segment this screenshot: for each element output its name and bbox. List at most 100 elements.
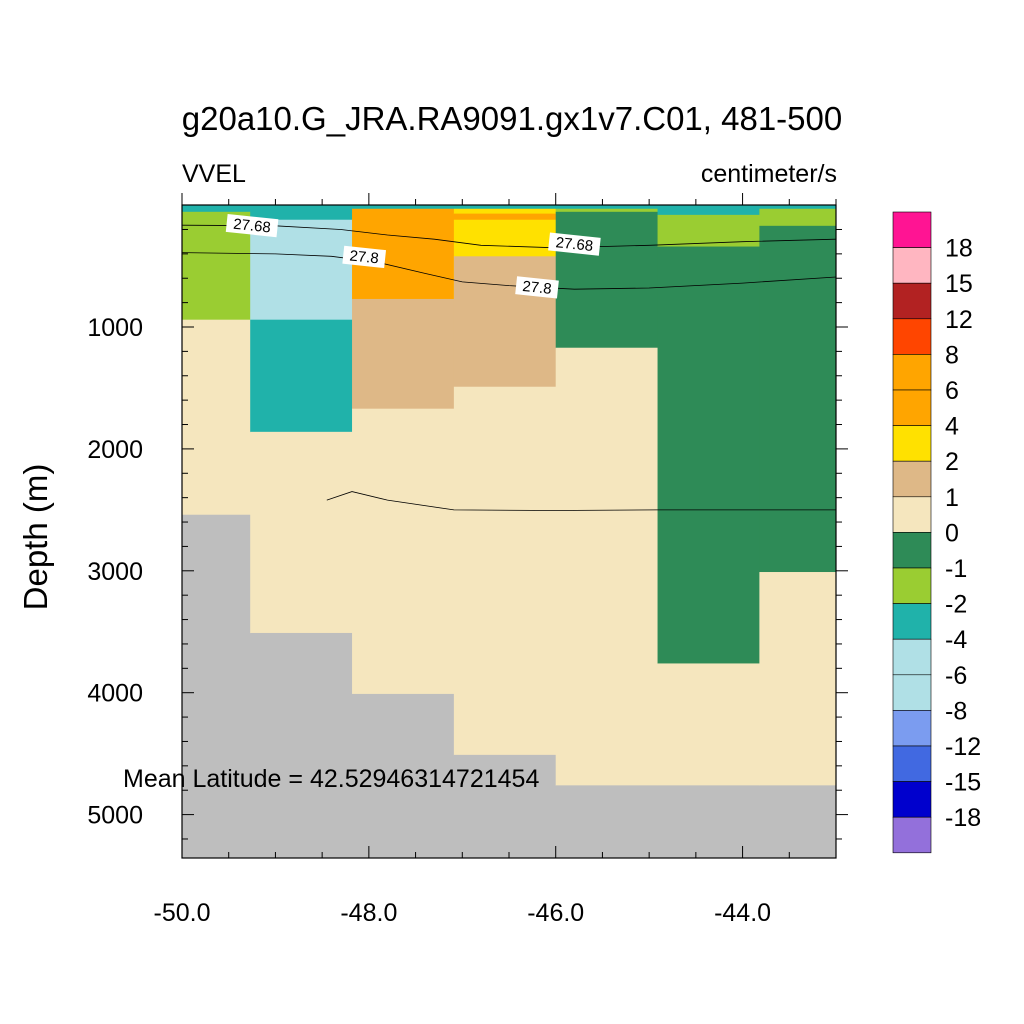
contour-label-text: 27.68 [555, 234, 594, 255]
colorbar-swatch [892, 710, 932, 747]
mean-latitude-annotation: Mean Latitude = 42.52946314721454 [123, 765, 540, 793]
heatmap-cell [453, 386, 557, 756]
colorbar-swatch [892, 282, 932, 320]
heatmap-cell [657, 785, 760, 859]
contour-label-bg [515, 276, 559, 299]
x-tick-label: -46.0 [527, 899, 584, 927]
heatmap-cell [759, 205, 837, 210]
heatmap-cell [759, 785, 837, 859]
variable-label: VVEL [182, 160, 246, 188]
contour-label: 27.8 [342, 245, 387, 269]
heatmap-cell [352, 298, 455, 410]
heatmap-cell [453, 213, 557, 221]
heatmap-cell [250, 632, 353, 859]
heatmap-cell [182, 319, 251, 516]
heatmap-cell [453, 205, 557, 210]
contour-label: 27.68 [225, 213, 279, 238]
colorbar-label: 2 [945, 448, 959, 476]
colorbar-label: -12 [945, 733, 981, 761]
heatmap-cell [453, 256, 557, 388]
contour-line [181, 252, 837, 290]
x-tick-label: -50.0 [154, 899, 211, 927]
colorbar-label: -18 [945, 804, 981, 832]
y-tick-label: 1000 [87, 314, 143, 342]
colorbar-swatch [892, 425, 932, 462]
colorbar-label: 0 [945, 519, 959, 547]
plot-frame [181, 204, 837, 859]
colorbar-swatch [892, 781, 932, 818]
colorbar-label: -1 [945, 555, 967, 583]
heatmap-cell [453, 208, 557, 215]
units-label: centimeter/s [700, 160, 837, 188]
chart-title: g20a10.G_JRA.RA9091.gx1v7.C01, 481-500 [181, 100, 843, 137]
heatmap-cell [352, 693, 455, 859]
heatmap-cell [555, 347, 659, 786]
colorbar-label: -15 [945, 769, 981, 797]
y-tick-label: 2000 [87, 436, 143, 464]
colorbar-label: -6 [945, 662, 967, 690]
colorbar-swatch [892, 460, 932, 498]
colorbar-swatch [892, 638, 932, 676]
colorbar-swatch [892, 318, 932, 355]
heatmap-cell [182, 514, 251, 859]
y-tick-label: 5000 [87, 802, 143, 830]
colorbar-label: -2 [945, 591, 967, 619]
colorbar-swatch [892, 389, 932, 426]
colorbar-swatch [892, 674, 932, 711]
heatmap-cell [182, 205, 251, 213]
contour-lines: 27.68 27.68 27.8 27.8 [181, 213, 837, 511]
colorbar-swatch [892, 211, 932, 248]
y-tick-label: 4000 [87, 680, 143, 708]
heatmap-cell [759, 572, 837, 786]
heatmap-cell [453, 219, 557, 257]
heatmap-cell [759, 225, 837, 573]
heatmap-cell [250, 205, 353, 221]
axis-ticks: -50.0 -48.0 -46.0 -44.0 1000 2000 3000 4000 5000 [87, 193, 848, 927]
heatmap-cell [250, 431, 353, 634]
colorbar-swatch [892, 532, 932, 569]
heatmap-cell [250, 319, 353, 433]
x-tick-label: -44.0 [714, 899, 771, 927]
heatmap-cell [657, 214, 760, 248]
colorbar-swatch [892, 247, 932, 284]
heatmap-cell [657, 246, 760, 664]
colorbar: 18 15 12 8 6 4 2 1 0 -1 -2 -4 -6 -8 -12 -15 -18 [892, 211, 981, 854]
contour-label-bg [342, 245, 387, 269]
heatmap-cell [555, 208, 659, 213]
heatmap-cell [657, 208, 760, 216]
colorbar-swatch [892, 567, 932, 604]
colorbar-swatch [892, 816, 932, 854]
contour-line [326, 491, 836, 511]
heatmap-cell [352, 205, 455, 210]
heatmap-cell [555, 205, 659, 210]
contour-label-text: 27.8 [349, 247, 380, 267]
contour-label-text: 27.8 [522, 278, 553, 298]
colorbar-swatch [892, 354, 932, 391]
contour-label-bg [548, 232, 601, 256]
colorbar-label: 8 [945, 341, 959, 369]
colorbar-swatch [892, 745, 932, 782]
colorbar-swatch [892, 603, 932, 640]
contour-label-bg [225, 213, 279, 238]
heatmap-cell [759, 208, 837, 227]
contour-label-text: 27.68 [232, 216, 271, 237]
y-tick-label: 3000 [87, 558, 143, 586]
colorbar-label: 12 [945, 306, 973, 334]
colorbar-label: -4 [945, 626, 967, 654]
heatmap-cell [352, 408, 455, 695]
contour-label: 27.68 [548, 232, 601, 256]
colorbar-label: 1 [945, 484, 959, 512]
heatmap-cell [453, 754, 557, 859]
colorbar-label: 18 [945, 235, 973, 263]
colorbar-label: 6 [945, 377, 959, 405]
contour-line [181, 224, 837, 249]
colorbar-label: 15 [945, 270, 973, 298]
contour-label: 27.8 [515, 276, 559, 299]
heatmap-cell [657, 205, 760, 210]
colorbar-label: -8 [945, 697, 967, 725]
colorbar-swatch [892, 496, 932, 533]
colorbar-label: 4 [945, 413, 959, 441]
heatmap-cell [555, 785, 659, 859]
